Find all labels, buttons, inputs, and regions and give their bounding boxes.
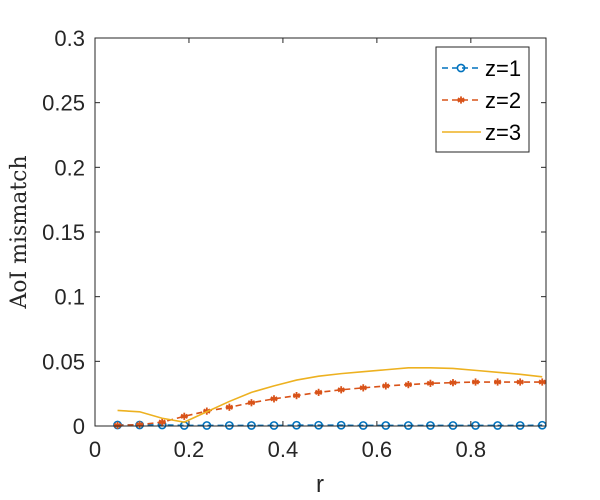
data-point xyxy=(314,420,324,430)
data-point xyxy=(225,403,233,411)
y-tick-label: 0.1 xyxy=(54,285,85,310)
data-point xyxy=(404,381,412,389)
y-tick-label: 0.2 xyxy=(54,155,85,180)
x-tick-label: 0 xyxy=(89,437,101,462)
data-point xyxy=(292,420,301,430)
data-point xyxy=(382,382,390,390)
data-point xyxy=(270,395,278,403)
data-point xyxy=(359,384,367,392)
x-tick-label: 0.8 xyxy=(456,437,487,462)
data-point xyxy=(493,421,503,430)
legend-label: z=3 xyxy=(485,120,521,145)
y-axis: 0 0.05 0.1 0.15 0.2 0.25 0.3 xyxy=(42,26,546,439)
y-tick-label: 0.15 xyxy=(42,220,85,245)
legend-marker xyxy=(456,63,466,73)
series-layer xyxy=(113,366,547,430)
legend-item: z=3 xyxy=(442,120,521,145)
data-point xyxy=(336,420,346,430)
x-axis-label: r xyxy=(316,471,324,498)
y-axis-label: AoI mismatch xyxy=(7,155,32,309)
y-tick-label: 0.05 xyxy=(42,349,85,374)
y-tick-label: 0.25 xyxy=(42,91,85,116)
data-point xyxy=(403,421,413,430)
data-point xyxy=(471,378,480,386)
x-tick-label: 0.2 xyxy=(174,437,205,462)
series-line xyxy=(117,381,543,427)
legend-item: z=2 xyxy=(442,88,521,113)
x-axis: 0 0.2 0.4 0.6 0.8 xyxy=(89,38,486,462)
data-point xyxy=(426,421,435,430)
legend: z=1 z=2 z=3 xyxy=(435,46,530,153)
legend-marker xyxy=(457,96,465,104)
data-point xyxy=(426,379,435,387)
data-point xyxy=(337,386,345,394)
x-tick-label: 0.6 xyxy=(362,437,393,462)
legend-label: z=1 xyxy=(485,56,521,81)
data-point xyxy=(516,378,524,386)
data-point xyxy=(292,392,301,400)
data-point xyxy=(315,388,323,396)
series-z=2 xyxy=(113,378,546,429)
series-line xyxy=(117,366,543,423)
legend-item: z=1 xyxy=(442,56,521,81)
legend-box xyxy=(435,46,530,153)
data-point xyxy=(180,412,188,420)
data-point xyxy=(247,421,256,430)
data-point xyxy=(494,378,502,386)
x-tick-label: 0.4 xyxy=(268,437,299,462)
data-point xyxy=(515,421,525,430)
data-point xyxy=(224,421,234,430)
data-point xyxy=(158,418,166,426)
data-point xyxy=(113,421,122,429)
data-point xyxy=(358,421,368,430)
data-point xyxy=(471,421,480,430)
legend-label: z=2 xyxy=(485,88,521,113)
data-point xyxy=(538,378,546,386)
data-point xyxy=(202,421,212,430)
data-point xyxy=(381,421,391,430)
data-point xyxy=(449,379,457,387)
series-z=3 xyxy=(117,366,543,423)
data-point xyxy=(247,399,256,407)
y-tick-label: 0.3 xyxy=(54,26,85,51)
data-point xyxy=(269,421,279,430)
data-point xyxy=(448,421,458,430)
y-tick-label: 0 xyxy=(73,414,85,439)
